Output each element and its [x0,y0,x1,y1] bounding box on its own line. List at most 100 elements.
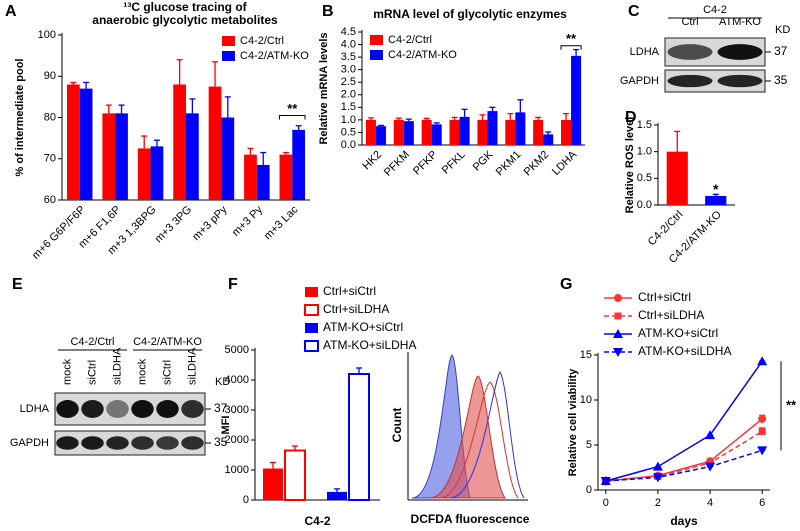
legend-marker [613,348,623,357]
bar [515,112,526,145]
blot-marker: 37 [214,401,228,415]
series-line [605,360,763,482]
y-tick-label: 0 [586,484,592,496]
legend-label: C4-2/ATM-KO [388,49,457,61]
blot-lane-label: siCtrl [86,360,98,385]
bar [263,468,283,500]
x-tick-label: PFKL [440,149,468,177]
significance-bracket [279,114,306,120]
y-tick-label: 0.0 [341,139,356,151]
y-tick-label: 1000 [225,464,249,476]
blot-band [717,44,763,60]
y-axis-label: % of intermediate pool [14,59,26,177]
y-tick-label: 2.5 [341,76,356,88]
panel-letter: E [12,276,23,293]
legend-label: Ctrl+siLDHA [323,302,389,316]
blot-marker: 35 [214,435,228,449]
bar [348,373,370,501]
y-tick-label: 15 [580,349,592,361]
x-axis-label: days [670,514,698,528]
bar [102,113,116,200]
bar [477,119,488,145]
inset-y-label: Count [390,408,404,443]
y-tick-label: 1.5 [341,101,356,113]
blot-unit: KD [215,376,230,388]
bar [221,117,235,200]
x-tick-label: 0 [603,497,609,509]
legend-label: ATM-KO+siCtrl [323,320,403,334]
y-tick-label: 3.5 [341,51,356,63]
y-axis-label: Relative cell viability [567,368,579,476]
panel-letter: F [228,276,238,293]
blot-band [667,44,713,60]
marker [652,473,663,483]
series-line [605,449,763,482]
bar [403,121,414,145]
chart-title: mRNA level of glycolytic enzymes [373,7,567,21]
blot-lane-label: mock [61,358,73,385]
x-tick-label: LDHA [550,148,580,178]
bar [666,151,688,205]
bar [186,113,199,200]
bar [208,86,222,200]
blot-band [156,400,179,418]
legend-marker [614,312,622,320]
marker [600,477,611,486]
y-tick-label: 0.5 [637,172,652,184]
legend-label: C4-2/Ctrl [388,34,432,46]
significance-label: ** [287,101,298,116]
bar [375,126,386,145]
y-axis-label: MFI [220,416,232,435]
histogram-curve [429,375,506,499]
y-tick-label: 5000 [225,344,249,356]
x-tick-label: m+3 3PG [153,204,195,246]
flow-histogram [407,352,528,501]
blot-band [667,74,713,88]
series-line [605,418,763,482]
bar [150,146,164,200]
blot-band [181,400,204,418]
x-tick-label: HK2 [360,149,384,173]
x-tick-label: m+3 Py [230,203,265,238]
blot-band [156,436,179,450]
x-tick-label: PKM1 [494,149,524,179]
x-tick-label: 4 [707,497,713,509]
blot-membrane [54,430,206,456]
y-tick-label: 2000 [225,434,249,446]
bar [561,119,572,145]
bar [365,119,376,145]
blot-band [56,436,79,450]
marker [652,461,663,471]
y-tick-label: 60 [44,194,56,206]
panel-letter: B [322,3,334,20]
x-axis-label: C4-2 [304,514,330,528]
blot-group-label: C4-2/Ctrl [70,336,114,348]
legend-swatch [305,323,318,333]
histogram-curve [439,381,519,499]
blot-band [56,400,79,418]
blot-band [81,400,104,418]
y-tick-label: 4000 [225,374,249,386]
panel-letter: D [625,109,637,126]
legend-swatch [304,304,319,316]
x-tick-label: m+3 pPy [190,203,230,243]
x-tick-label: m+3 Lac [262,203,301,242]
legend-marker [613,329,623,338]
bar [543,134,554,145]
bar [244,154,257,200]
marker [758,414,767,423]
legend-swatch [222,36,235,46]
blot-row-label: GAPDH [10,437,49,449]
legend-swatch [222,51,235,61]
y-tick-label: 5 [586,439,592,451]
histogram-curve [449,371,525,499]
significance-label: ** [566,31,577,46]
y-tick-label: 1.5 [637,119,652,131]
blot-band [106,436,129,450]
legend-label: Ctrl+siCtrl [638,290,691,304]
legend-swatch [304,340,319,352]
legend-swatch [370,35,383,45]
blot-unit: KD [775,24,790,36]
x-tick-label: PGK [471,148,496,173]
blot-row-label: GAPDH [620,75,659,87]
